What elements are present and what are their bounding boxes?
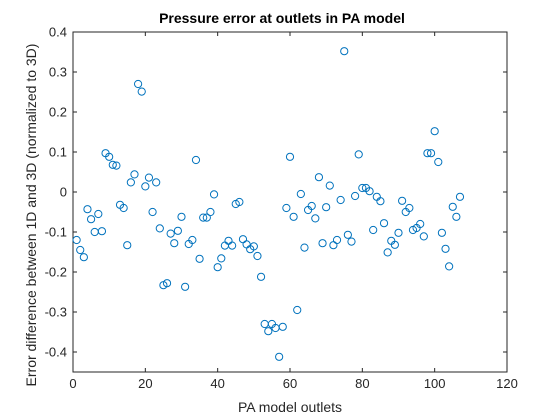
y-tick-label: 0.4 [49, 25, 67, 40]
x-axis-label: PA model outlets [238, 399, 342, 415]
chart-title: Pressure error at outlets in PA model [159, 10, 405, 26]
y-axis-label: Error difference between 1D and 3D (norm… [23, 44, 39, 387]
y-tick-label: 0.2 [49, 105, 67, 120]
x-tick-label: 120 [496, 376, 518, 391]
x-tick-label: 100 [424, 376, 446, 391]
y-tick-label: -0.1 [45, 225, 67, 240]
y-tick-label: -0.2 [45, 265, 67, 280]
y-tick-label: -0.4 [45, 345, 67, 360]
y-tick-label: 0 [60, 185, 67, 200]
x-tick-label: 40 [210, 376, 224, 391]
x-tick-label: 60 [283, 376, 297, 391]
x-tick-label: 20 [138, 376, 152, 391]
y-tick-label: 0.1 [49, 145, 67, 160]
y-tick-label: -0.3 [45, 305, 67, 320]
y-tick-label: 0.3 [49, 65, 67, 80]
x-tick-label: 80 [355, 376, 369, 391]
x-tick-label: 0 [69, 376, 76, 391]
